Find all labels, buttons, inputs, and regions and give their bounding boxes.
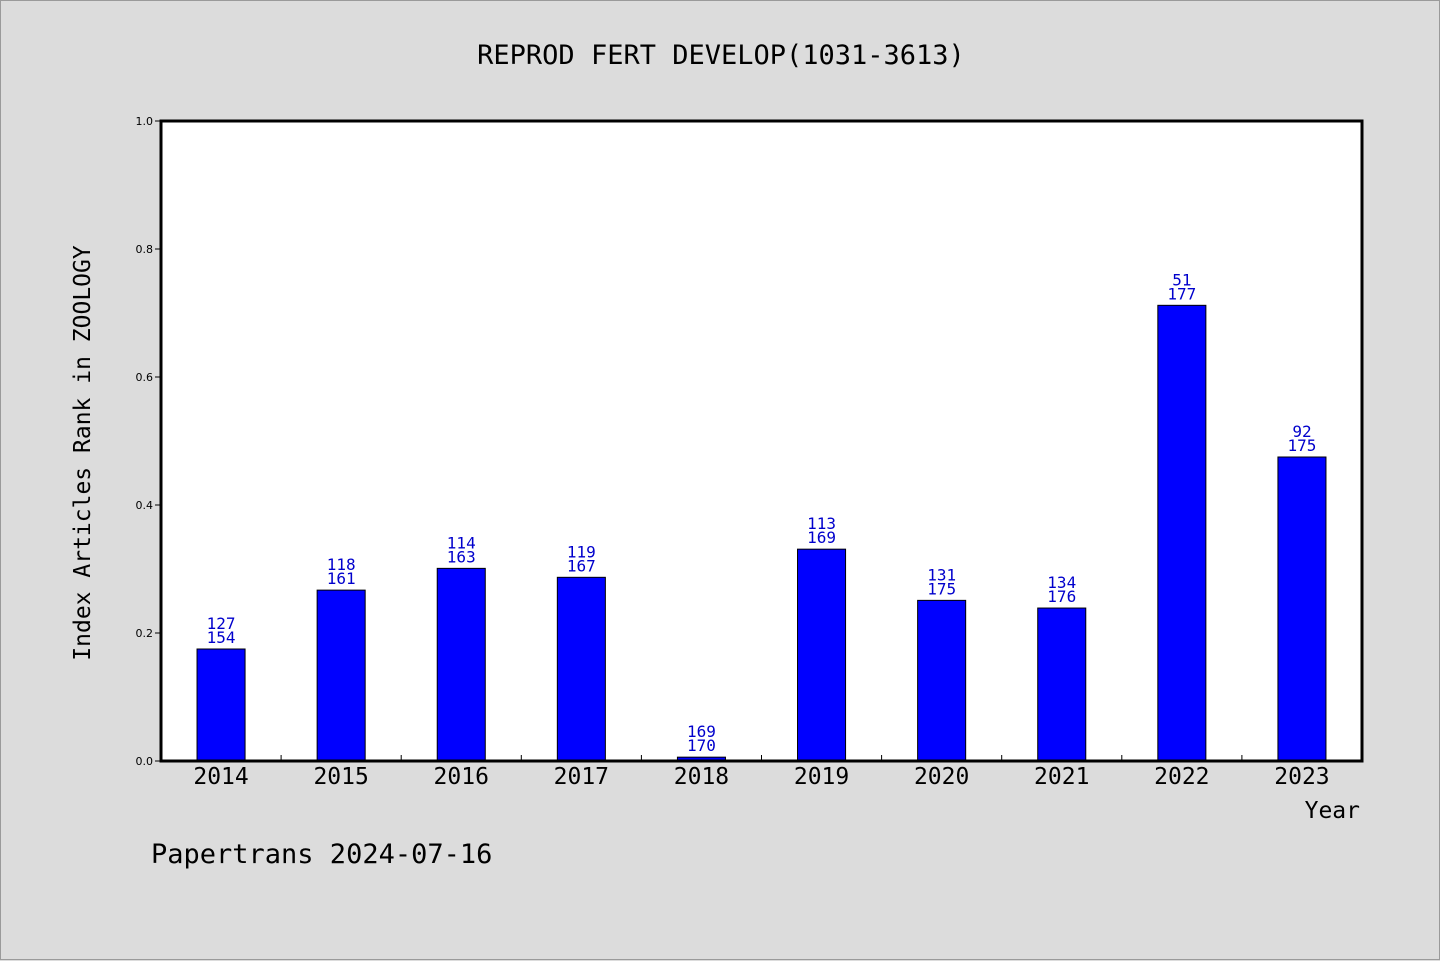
bar-2017 xyxy=(556,576,606,762)
data-label-top-2023: 92 xyxy=(1292,422,1311,441)
data-label-top-2015: 118 xyxy=(327,555,356,574)
y-tick-label: 0.2 xyxy=(136,627,154,640)
bar-2023 xyxy=(1277,456,1327,762)
data-label-bottom-2015: 161 xyxy=(327,569,356,588)
x-tick-label-2018: 2018 xyxy=(674,764,729,790)
data-label-bottom-2022: 177 xyxy=(1167,284,1196,303)
x-tick-label-2022: 2022 xyxy=(1154,764,1209,790)
data-label-top-2021: 134 xyxy=(1047,573,1076,592)
data-label-bottom-2020: 175 xyxy=(927,579,956,598)
data-label-top-2018: 169 xyxy=(687,722,716,741)
bar-2015 xyxy=(316,589,366,762)
data-label-bottom-2016: 163 xyxy=(447,547,476,566)
data-label-top-2014: 127 xyxy=(207,614,236,633)
x-axis-label: Year xyxy=(1305,798,1360,824)
bar-2021 xyxy=(1037,607,1087,762)
data-label-bottom-2017: 167 xyxy=(567,556,596,575)
x-axis: 2014 2015 2016 2017 2018 2019 2020 2021 2022 2023 xyxy=(193,755,1330,790)
x-tick-label-2014: 2014 xyxy=(193,764,248,790)
data-label-bottom-2018: 170 xyxy=(687,736,716,755)
bar-2022 xyxy=(1157,304,1207,762)
x-tick-label-2019: 2019 xyxy=(794,764,849,790)
y-tick-label: 0.4 xyxy=(136,499,154,512)
data-label-bottom-2019: 169 xyxy=(807,528,836,547)
bars-group xyxy=(196,304,1327,762)
chart-title: REPROD FERT DEVELOP(1031-3613) xyxy=(477,40,965,71)
y-tick-label: 0.8 xyxy=(136,243,154,256)
x-tick-label-2015: 2015 xyxy=(313,764,368,790)
x-tick-label-2023: 2023 xyxy=(1274,764,1329,790)
data-label-top-2020: 131 xyxy=(927,565,956,584)
data-label-bottom-2014: 154 xyxy=(207,628,236,647)
bar-2019 xyxy=(797,548,847,762)
y-tick-label: 1.0 xyxy=(136,115,154,128)
y-tick-label: 0.6 xyxy=(136,371,154,384)
y-axis-label: Index Articles Rank in ZOOLOGY xyxy=(70,245,96,661)
data-label-bottom-2023: 175 xyxy=(1287,436,1316,455)
x-tick-label-2017: 2017 xyxy=(554,764,609,790)
bar-2016 xyxy=(436,567,486,762)
x-tick-label-2021: 2021 xyxy=(1034,764,1089,790)
y-tick-label: 0.0 xyxy=(136,755,154,768)
data-label-top-2022: 51 xyxy=(1172,270,1191,289)
data-label-top-2017: 119 xyxy=(567,542,596,561)
data-label-top-2019: 113 xyxy=(807,514,836,533)
x-tick-label-2016: 2016 xyxy=(434,764,489,790)
footer-text: Papertrans 2024-07-16 xyxy=(151,839,492,870)
data-label-bottom-2021: 176 xyxy=(1047,587,1076,606)
x-tick-label-2020: 2020 xyxy=(914,764,969,790)
bar-2014 xyxy=(196,648,246,762)
data-label-top-2016: 114 xyxy=(447,533,476,552)
y-axis: 0.0 0.2 0.4 0.6 0.8 1.0 xyxy=(136,115,161,768)
bar-2020 xyxy=(917,599,967,762)
